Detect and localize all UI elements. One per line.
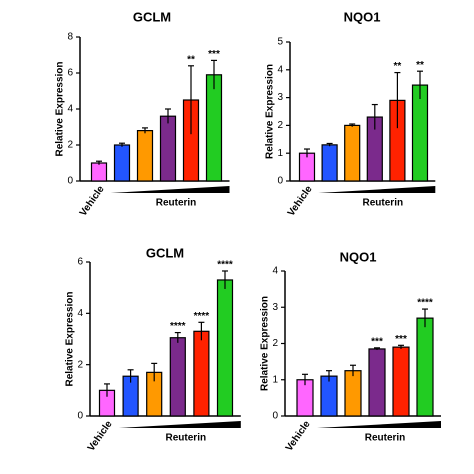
significance: *** <box>395 334 407 345</box>
y-tick-label: 4 <box>67 104 73 115</box>
y-axis-label: Relative Expression <box>55 61 66 156</box>
y-tick-label: 6 <box>77 257 83 268</box>
bar <box>136 130 154 182</box>
bar <box>321 144 338 182</box>
y-tick-label: 4 <box>277 64 283 75</box>
bar <box>411 84 429 182</box>
x-axis-label: Reuterin <box>363 198 404 209</box>
y-tick-label: 2 <box>67 140 73 151</box>
significance: **** <box>217 260 233 271</box>
chart-title: NQO1 <box>344 9 381 24</box>
bar <box>90 162 108 182</box>
y-tick-label: 3 <box>277 92 283 103</box>
dose-wedge <box>110 186 230 193</box>
significance: ** <box>416 60 424 71</box>
chart-title: NQO1 <box>340 249 377 264</box>
bar <box>159 115 177 182</box>
bar <box>392 346 410 417</box>
y-tick-label: 6 <box>67 68 73 79</box>
dose-wedge <box>317 421 441 428</box>
x-tick-label: Vehicle <box>86 419 115 454</box>
significance: *** <box>208 49 220 60</box>
y-tick-label: 5 <box>277 37 283 48</box>
bar <box>344 124 361 182</box>
bar <box>205 74 223 182</box>
bar <box>216 279 234 417</box>
y-tick-label: 0 <box>272 411 278 422</box>
y-tick-label: 2 <box>77 359 83 370</box>
x-axis-label: Reuterin <box>365 433 406 444</box>
y-tick-label: 0 <box>77 411 83 422</box>
significance: ** <box>394 61 402 72</box>
bar <box>368 348 386 417</box>
y-tick-label: 2 <box>272 338 278 349</box>
bar <box>416 317 434 417</box>
x-tick-label: Vehicle <box>286 184 315 219</box>
x-tick-label: Vehicle <box>284 419 313 454</box>
y-axis-label: Relative Expression <box>65 291 76 386</box>
significance: ** <box>187 54 195 65</box>
x-tick-label: Vehicle <box>78 184 107 219</box>
bar <box>320 375 338 417</box>
bar <box>344 370 362 417</box>
dose-wedge <box>118 421 241 428</box>
bar <box>169 337 186 417</box>
x-axis-label: Reuterin <box>166 433 207 444</box>
y-tick-label: 1 <box>277 148 283 159</box>
y-tick-label: 4 <box>77 308 83 319</box>
x-axis-label: Reuterin <box>156 198 197 209</box>
y-tick-label: 4 <box>272 266 278 277</box>
y-tick-label: 0 <box>67 176 73 187</box>
y-axis-label: Relative Expression <box>265 64 276 159</box>
significance: **** <box>194 311 210 322</box>
y-tick-label: 2 <box>277 120 283 131</box>
y-tick-label: 1 <box>272 374 278 385</box>
y-tick-label: 0 <box>277 176 283 187</box>
bar <box>113 144 131 182</box>
significance: **** <box>417 298 433 309</box>
chart-title: GCLM <box>133 9 171 24</box>
significance: **** <box>170 321 186 332</box>
y-tick-label: 8 <box>67 32 73 43</box>
chart-title: GCLM <box>146 245 184 260</box>
y-axis-label: Relative Expression <box>260 296 271 391</box>
dose-wedge <box>318 186 436 193</box>
y-tick-label: 3 <box>272 302 278 313</box>
bar <box>193 330 210 417</box>
significance: *** <box>371 336 383 347</box>
